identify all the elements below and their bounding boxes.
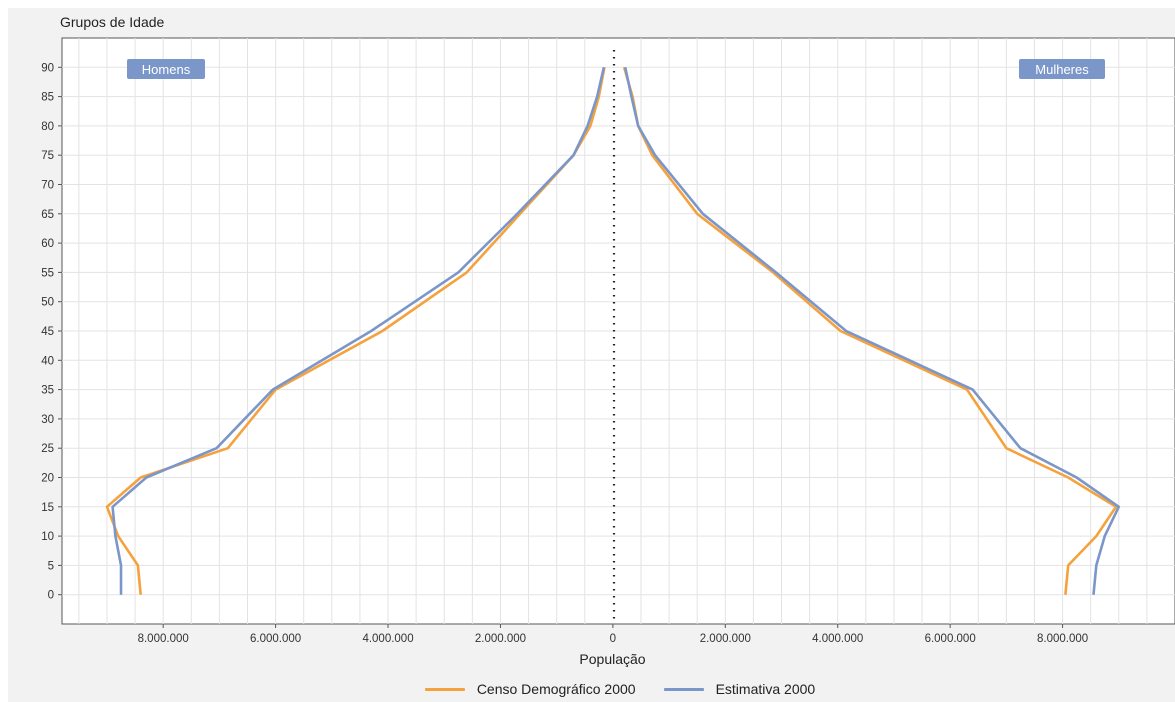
y-tick-label: 55 <box>41 267 54 279</box>
x-axis-title: População <box>579 651 646 667</box>
legend-swatch-censo <box>424 687 465 691</box>
x-tick-label: 4.000.000 <box>812 633 863 645</box>
legend-item-censo: Censo Demográfico 2000 <box>424 681 636 697</box>
y-tick-label: 75 <box>41 150 54 162</box>
y-tick-label: 25 <box>41 443 54 455</box>
mulheres-badge-background <box>1019 59 1105 79</box>
grid-lines <box>62 38 1175 624</box>
legend-swatch-estimativa <box>663 687 704 691</box>
series-line-censo-homens <box>105 67 606 595</box>
y-tick-label: 50 <box>41 297 54 309</box>
y-tick-label: 45 <box>41 326 54 338</box>
y-tick-label: 0 <box>48 590 54 602</box>
homens-badge: Homens <box>127 59 205 79</box>
homens-badge-background <box>127 59 205 79</box>
y-axis-title: Grupos de Idade <box>60 14 165 30</box>
y-tick-label: 35 <box>41 385 54 397</box>
y-tick-label: 60 <box>41 238 54 250</box>
x-tick-label: 2.000.000 <box>700 633 751 645</box>
y-tick-label: 30 <box>41 414 54 426</box>
y-tick-label: 10 <box>41 531 54 543</box>
y-tick-label: 90 <box>41 62 54 74</box>
y-tick-label: 70 <box>41 180 54 192</box>
y-tick-label: 20 <box>41 473 54 485</box>
y-tick-label: 5 <box>48 560 54 572</box>
x-tick-label: 8.000.000 <box>1037 633 1088 645</box>
x-tick-label: 4.000.000 <box>362 633 413 645</box>
series-line-estimativa-mulheres <box>623 67 1121 595</box>
y-tick-label: 15 <box>41 502 54 514</box>
x-tick-label: 2.000.000 <box>475 633 526 645</box>
homens-badge-label: Homens <box>142 62 191 77</box>
legend-item-estimativa: Estimativa 2000 <box>663 681 816 697</box>
legend-label-censo: Censo Demográfico 2000 <box>476 681 636 697</box>
legend: Censo Demográfico 2000 Estimativa 2000 <box>0 681 1175 697</box>
y-tick-label: 40 <box>41 355 54 367</box>
mulheres-badge: Mulheres <box>1019 59 1105 79</box>
x-tick-label: 8.000.000 <box>138 633 189 645</box>
legend-label-estimativa: Estimativa 2000 <box>715 681 816 697</box>
x-tick-label: 6.000.000 <box>250 633 301 645</box>
x-tick-labels: 8.000.000 6.000.000 4.000.000 2.000.000 0 2.0… <box>138 624 1088 645</box>
y-tick-labels: 0 5 10 15 20 25 30 35 40 45 50 55 60 65 70 75 80 85 90 <box>41 62 62 602</box>
x-tick-label: 0 <box>610 633 616 645</box>
x-tick-label: 6.000.000 <box>925 633 976 645</box>
y-tick-label: 85 <box>41 92 54 104</box>
y-tick-label: 80 <box>41 121 54 133</box>
series-line-estimativa-homens <box>111 67 606 595</box>
mulheres-badge-label: Mulheres <box>1035 62 1089 77</box>
series-lines <box>105 66 1121 595</box>
y-tick-label: 65 <box>41 209 54 221</box>
